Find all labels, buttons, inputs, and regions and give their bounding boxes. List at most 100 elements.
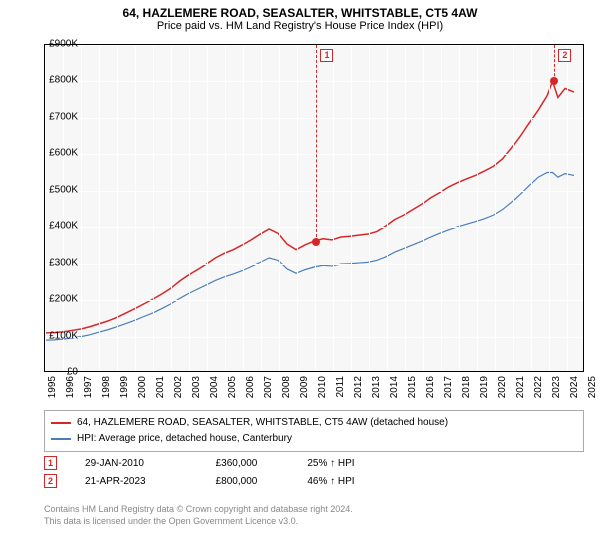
x-tick-label: 2025: [587, 376, 598, 398]
chart-title: 64, HAZLEMERE ROAD, SEASALTER, WHITSTABL…: [0, 0, 600, 20]
tx-date: 29-JAN-2010: [85, 454, 216, 472]
gridline-x: [117, 45, 118, 371]
footnote: Contains HM Land Registry data © Crown c…: [44, 504, 353, 527]
tx-date: 21-APR-2023: [85, 472, 216, 490]
x-tick-label: 2006: [245, 376, 256, 398]
y-tick-label: £300K: [38, 257, 78, 268]
marker-dot: [312, 238, 320, 246]
y-tick-label: £700K: [38, 111, 78, 122]
gridline-x: [297, 45, 298, 371]
legend-swatch: [51, 438, 71, 440]
gridline-x: [261, 45, 262, 371]
legend-box: 64, HAZLEMERE ROAD, SEASALTER, WHITSTABL…: [44, 410, 584, 452]
gridline-x: [477, 45, 478, 371]
x-tick-label: 2009: [299, 376, 310, 398]
chart-subtitle: Price paid vs. HM Land Registry's House …: [0, 20, 600, 36]
x-tick-label: 2017: [443, 376, 454, 398]
plot-area: 12: [44, 44, 584, 372]
gridline-x: [333, 45, 334, 371]
gridline-x: [153, 45, 154, 371]
x-tick-label: 2002: [173, 376, 184, 398]
x-tick-label: 2018: [461, 376, 472, 398]
x-tick-label: 2003: [191, 376, 202, 398]
gridline-y: [45, 264, 583, 265]
x-tick-label: 1998: [101, 376, 112, 398]
tx-marker-number: 1: [44, 456, 57, 470]
tx-delta: 46% ↑ HPI: [307, 472, 364, 490]
x-tick-label: 2013: [371, 376, 382, 398]
gridline-x: [495, 45, 496, 371]
gridline-x: [135, 45, 136, 371]
table-row: 1 29-JAN-2010£360,00025% ↑ HPI: [44, 454, 365, 472]
chart-container: 64, HAZLEMERE ROAD, SEASALTER, WHITSTABL…: [0, 0, 600, 560]
tx-table: 1 29-JAN-2010£360,00025% ↑ HPI 2 21-APR-202…: [44, 454, 365, 490]
tx-delta: 25% ↑ HPI: [307, 454, 364, 472]
y-tick-label: £100K: [38, 330, 78, 341]
x-tick-label: 2019: [479, 376, 490, 398]
tx-price: £800,000: [216, 472, 308, 490]
marker-vline: [316, 45, 317, 242]
x-tick-label: 2014: [389, 376, 400, 398]
x-tick-label: 2020: [497, 376, 508, 398]
x-tick-label: 2016: [425, 376, 436, 398]
x-tick-label: 2001: [155, 376, 166, 398]
gridline-x: [63, 45, 64, 371]
x-tick-label: 2010: [317, 376, 328, 398]
gridline-x: [459, 45, 460, 371]
legend-swatch: [51, 422, 71, 424]
gridline-y: [45, 81, 583, 82]
x-tick-label: 2023: [551, 376, 562, 398]
legend-label: 64, HAZLEMERE ROAD, SEASALTER, WHITSTABL…: [77, 415, 448, 431]
x-tick-label: 2011: [335, 376, 346, 398]
gridline-x: [441, 45, 442, 371]
gridline-x: [81, 45, 82, 371]
x-tick-label: 2005: [227, 376, 238, 398]
line-series: [45, 45, 583, 371]
tx-price: £360,000: [216, 454, 308, 472]
x-tick-label: 2007: [263, 376, 274, 398]
gridline-x: [531, 45, 532, 371]
x-tick-label: 2012: [353, 376, 364, 398]
gridline-x: [189, 45, 190, 371]
tx-marker-number: 2: [44, 474, 57, 488]
legend-row: HPI: Average price, detached house, Cant…: [51, 431, 577, 447]
gridline-x: [513, 45, 514, 371]
gridline-x: [369, 45, 370, 371]
x-tick-label: 2000: [137, 376, 148, 398]
gridline-x: [351, 45, 352, 371]
marker-number: 1: [320, 49, 333, 62]
gridline-x: [585, 45, 586, 371]
footnote-line1: Contains HM Land Registry data © Crown c…: [44, 504, 353, 516]
y-tick-label: £400K: [38, 221, 78, 232]
legend-label: HPI: Average price, detached house, Cant…: [77, 431, 292, 447]
gridline-x: [171, 45, 172, 371]
gridline-y: [45, 300, 583, 301]
x-tick-label: 2021: [515, 376, 526, 398]
x-tick-label: 1995: [47, 376, 58, 398]
x-tick-label: 2004: [209, 376, 220, 398]
gridline-x: [405, 45, 406, 371]
gridline-x: [99, 45, 100, 371]
gridline-y: [45, 118, 583, 119]
gridline-x: [549, 45, 550, 371]
x-tick-label: 1997: [83, 376, 94, 398]
y-tick-label: £500K: [38, 184, 78, 195]
gridline-x: [567, 45, 568, 371]
gridline-x: [45, 45, 46, 371]
gridline-y: [45, 191, 583, 192]
x-tick-label: 2024: [569, 376, 580, 398]
marker-dot: [550, 77, 558, 85]
gridline-y: [45, 227, 583, 228]
gridline-x: [243, 45, 244, 371]
transactions-table: 1 29-JAN-2010£360,00025% ↑ HPI 2 21-APR-202…: [44, 454, 365, 490]
y-tick-label: £200K: [38, 294, 78, 305]
gridline-x: [279, 45, 280, 371]
x-tick-label: 2015: [407, 376, 418, 398]
marker-number: 2: [558, 49, 571, 62]
gridline-x: [387, 45, 388, 371]
x-tick-label: 1999: [119, 376, 130, 398]
x-tick-label: 2008: [281, 376, 292, 398]
gridline-y: [45, 373, 583, 374]
table-row: 2 21-APR-2023£800,00046% ↑ HPI: [44, 472, 365, 490]
gridline-y: [45, 337, 583, 338]
